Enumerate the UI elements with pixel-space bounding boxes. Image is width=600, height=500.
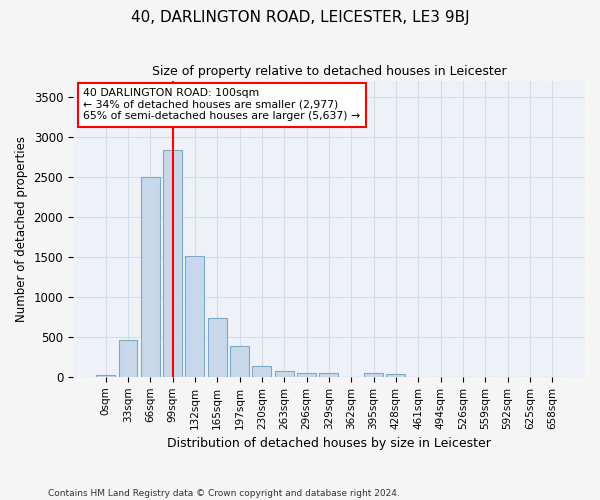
Bar <box>230 346 249 377</box>
Bar <box>364 373 383 377</box>
Bar <box>386 374 406 377</box>
Bar <box>141 176 160 377</box>
Bar <box>319 373 338 377</box>
Text: Contains HM Land Registry data © Crown copyright and database right 2024.: Contains HM Land Registry data © Crown c… <box>48 488 400 498</box>
Text: 40, DARLINGTON ROAD, LEICESTER, LE3 9BJ: 40, DARLINGTON ROAD, LEICESTER, LE3 9BJ <box>131 10 469 25</box>
Bar <box>185 256 205 377</box>
Bar <box>163 150 182 377</box>
Text: 40 DARLINGTON ROAD: 100sqm
← 34% of detached houses are smaller (2,977)
65% of s: 40 DARLINGTON ROAD: 100sqm ← 34% of deta… <box>83 88 360 121</box>
Bar <box>119 340 137 377</box>
Bar <box>96 375 115 377</box>
Bar <box>253 366 271 377</box>
Title: Size of property relative to detached houses in Leicester: Size of property relative to detached ho… <box>152 65 506 78</box>
X-axis label: Distribution of detached houses by size in Leicester: Distribution of detached houses by size … <box>167 437 491 450</box>
Bar <box>208 318 227 377</box>
Bar <box>297 373 316 377</box>
Bar <box>275 371 294 377</box>
Y-axis label: Number of detached properties: Number of detached properties <box>15 136 28 322</box>
